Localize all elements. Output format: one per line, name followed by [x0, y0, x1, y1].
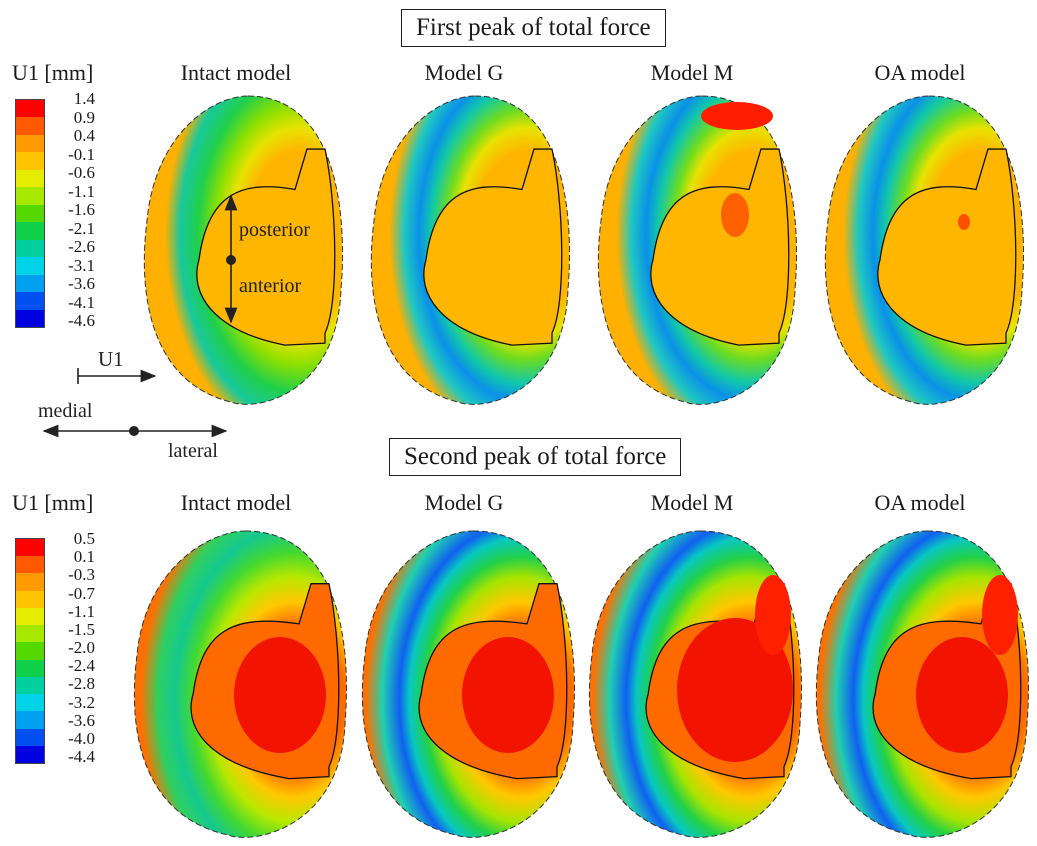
- colorbar-swatch: [16, 100, 44, 118]
- colorbar-swatch: [16, 309, 44, 328]
- colorbar-tick-label: -2.6: [68, 237, 95, 256]
- lateral-label: lateral: [168, 440, 218, 462]
- colorbar-tick-label: -2.8: [68, 674, 95, 694]
- bottom-plateau-3: [588, 530, 802, 838]
- colorbar-swatch: [16, 659, 44, 677]
- colorbar-swatch: [16, 204, 44, 223]
- colorbar-swatch: [16, 573, 44, 591]
- bottom-model-label-oa: OA model: [874, 490, 966, 515]
- colorbar-swatch: [16, 607, 44, 626]
- top-panel-title: First peak of total force: [401, 9, 666, 47]
- colorbar-swatch: [16, 292, 44, 310]
- colorbar-swatch: [16, 187, 44, 205]
- colorbar-tick-label: -4.4: [68, 747, 95, 766]
- colorbar-swatch: [16, 152, 44, 170]
- top-plateau-2: [370, 95, 570, 405]
- colorbar-tick-label: -3.2: [68, 692, 95, 712]
- bottom-legend-title: U1 [mm]: [12, 490, 94, 515]
- bottom-colorbar: [15, 538, 45, 764]
- top-colorbar: [15, 99, 45, 328]
- bottom-plateau-4: [815, 530, 1029, 838]
- top-plateau-4: [824, 95, 1024, 405]
- top-legend-title: U1 [mm]: [12, 60, 94, 85]
- colorbar-tick-label: -2.1: [68, 218, 95, 238]
- top-model-label-oa: OA model: [874, 60, 966, 85]
- colorbar-tick-label: -0.6: [68, 163, 95, 182]
- colorbar-swatch: [16, 711, 44, 729]
- colorbar-swatch: [16, 625, 44, 643]
- top-colorbar-ticks: 1.4 0.9 0.4 -0.1 -0.6 -1.1 -1.6 -2.1 -2.6 -3.1 -3.…: [50, 90, 95, 330]
- top-model-label-intact: Intact model: [180, 60, 292, 85]
- colorbar-swatch: [16, 694, 44, 712]
- colorbar-tick-label: -4.1: [68, 292, 95, 312]
- posterior-label: posterior: [239, 219, 310, 241]
- colorbar-tick-label: -3.1: [68, 255, 95, 275]
- colorbar-swatch: [16, 274, 44, 293]
- colorbar-tick-label: 0.1: [73, 547, 95, 567]
- colorbar-tick-label: -2.4: [68, 656, 95, 676]
- bottom-model-label-g: Model G: [424, 490, 504, 515]
- colorbar-swatch: [16, 728, 44, 746]
- bottom-model-label-m: Model M: [650, 490, 734, 515]
- bottom-model-label-intact: Intact model: [180, 490, 292, 515]
- colorbar-tick-label: -4.6: [68, 311, 95, 330]
- colorbar-tick-label: -3.6: [68, 710, 95, 730]
- colorbar-tick-label: -4.0: [68, 728, 95, 748]
- top-plateau-1: [143, 95, 343, 405]
- colorbar-tick-label: 0.9: [73, 107, 95, 127]
- colorbar-swatch: [16, 239, 44, 258]
- colorbar-tick-label: -0.7: [68, 583, 95, 603]
- bottom-plateau-1: [133, 530, 347, 838]
- top-model-label-g: Model G: [424, 60, 504, 85]
- colorbar-swatch: [16, 556, 44, 574]
- colorbar-tick-label: -0.3: [68, 565, 95, 585]
- colorbar-swatch: [16, 117, 44, 135]
- bottom-plateau-2: [361, 530, 575, 838]
- colorbar-tick-label: -1.6: [68, 200, 95, 219]
- colorbar-tick-label: -1.1: [68, 181, 95, 201]
- top-plateau-3: [597, 95, 797, 405]
- bottom-panel-title: Second peak of total force: [389, 438, 682, 476]
- colorbar-tick-label: -1.1: [68, 601, 95, 621]
- colorbar-swatch: [16, 676, 44, 695]
- colorbar-swatch: [16, 745, 44, 764]
- colorbar-tick-label: -2.0: [68, 638, 95, 657]
- colorbar-swatch: [16, 169, 44, 188]
- colorbar-tick-label: -3.6: [68, 274, 95, 293]
- colorbar-swatch: [16, 590, 44, 608]
- top-model-label-m: Model M: [650, 60, 734, 85]
- anterior-label: anterior: [239, 275, 302, 297]
- medial-lateral-indicator: medial lateral: [38, 400, 228, 462]
- u1-axis-label: U1: [98, 347, 124, 371]
- colorbar-tick-label: 0.5: [73, 529, 95, 548]
- colorbar-tick-label: -0.1: [68, 144, 95, 164]
- colorbar-swatch: [16, 539, 44, 557]
- colorbar-tick-label: -1.5: [68, 619, 95, 639]
- colorbar-swatch: [16, 257, 44, 275]
- colorbar-swatch: [16, 642, 44, 660]
- u1-axis-indicator: U1: [77, 347, 157, 384]
- colorbar-tick-label: 1.4: [73, 89, 95, 108]
- medial-label: medial: [38, 400, 93, 422]
- colorbar-swatch: [16, 134, 44, 153]
- colorbar-swatch: [16, 222, 44, 240]
- colorbar-tick-label: 0.4: [73, 126, 95, 145]
- bottom-colorbar-ticks: 0.5 0.1 -0.3 -0.7 -1.1 -1.5 -2.0 -2.4 -2.8 -3.2 -3…: [50, 530, 95, 766]
- posterior-anterior-indicator: posterior anterior: [224, 194, 310, 324]
